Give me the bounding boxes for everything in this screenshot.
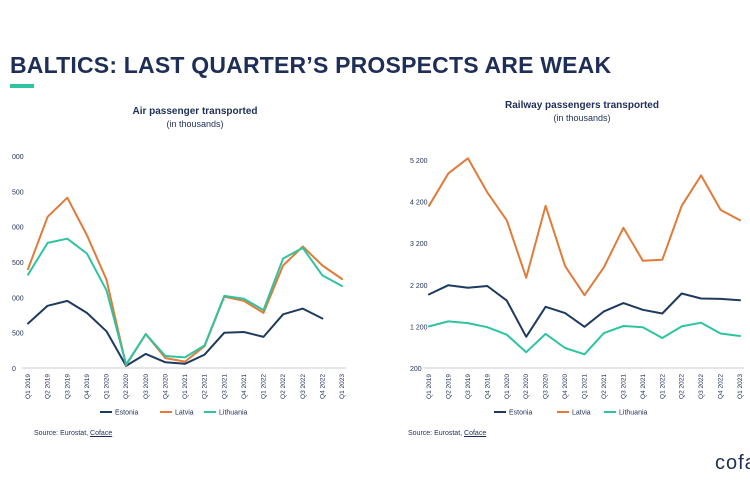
legend-label-lithuania: Lithuania [619,410,648,417]
x-tick-label: Q2 2020 [123,374,130,399]
series-line-latvia [27,196,343,367]
x-tick-label: Q1 2019 [25,374,32,399]
source-link[interactable]: Coface [464,430,487,437]
x-tick-label: Q3 2022 [698,374,705,399]
y-tick-label: 000 [12,225,24,232]
series-line-lithuania [27,237,343,366]
y-tick-label: 200 [410,366,422,373]
chart-title-air: Air passenger transported [132,106,258,117]
x-tick-label: Q2 2021 [202,374,209,399]
y-tick-label: 3 200 [410,241,428,248]
y-tick-label: 2 200 [410,283,428,290]
source-note-rail: Source: Eurostat, Coface [408,430,486,437]
x-tick-label: Q4 2022 [319,374,326,399]
x-tick-label: Q2 2019 [45,374,52,399]
x-tick-label: Q1 2021 [582,374,589,399]
legend-label-latvia: Latvia [175,410,194,417]
y-tick-label: 0 [12,366,16,373]
legend-label-estonia: Estonia [509,410,532,417]
source-link[interactable]: Coface [90,430,113,437]
x-tick-label: Q3 2020 [543,374,550,399]
legend-label-estonia: Estonia [115,410,138,417]
chart-subtitle-rail: (in thousands) [553,113,611,123]
x-tick-label: Q2 2022 [679,374,686,399]
x-tick-label: Q3 2021 [620,374,627,399]
x-tick-label: Q4 2019 [84,374,91,399]
x-tick-label: Q4 2019 [484,374,491,399]
series-line-latvia [428,157,741,297]
series-line-lithuania [428,320,741,356]
x-tick-label: Q1 2020 [504,374,511,399]
x-tick-label: Q1 2021 [182,374,189,399]
x-tick-label: Q4 2022 [718,374,725,399]
y-tick-label: 4 200 [410,200,428,207]
chart-title-rail: Railway passengers transported [505,100,659,111]
x-tick-label: Q1 2022 [261,374,268,399]
x-tick-label: Q1 2019 [426,374,433,399]
x-tick-label: Q3 2019 [465,374,472,399]
x-tick-label: Q3 2021 [221,374,228,399]
chart-subtitle-air: (in thousands) [166,119,224,129]
series-line-estonia [428,284,741,338]
source-note-air: Source: Eurostat, Coface [34,430,112,437]
x-tick-label: Q4 2021 [640,374,647,399]
x-tick-label: Q2 2020 [523,374,530,399]
y-tick-label: 000 [12,154,24,161]
series-line-estonia [27,299,324,367]
y-tick-label: 500 [12,189,24,196]
y-tick-label: 000 [12,295,24,302]
x-tick-label: Q3 2019 [64,374,71,399]
x-tick-label: Q1 2023 [737,374,744,399]
x-tick-label: Q1 2020 [104,374,111,399]
source-prefix: Source: Eurostat, [408,430,465,437]
x-tick-label: Q4 2020 [562,374,569,399]
y-tick-label: 500 [12,260,24,267]
x-tick-label: Q2 2019 [445,374,452,399]
x-tick-label: Q4 2020 [162,374,169,399]
legend-label-lithuania: Lithuania [219,410,248,417]
source-prefix: Source: Eurostat, [34,430,91,437]
x-tick-label: Q2 2022 [280,374,287,399]
coface-logo: cofa [715,452,750,474]
x-tick-label: Q3 2022 [300,374,307,399]
x-tick-label: Q1 2022 [659,374,666,399]
legend-label-latvia: Latvia [572,410,591,417]
x-tick-label: Q3 2020 [143,374,150,399]
y-tick-label: 5 200 [410,158,428,165]
x-tick-label: Q1 2023 [339,374,346,399]
x-tick-label: Q4 2021 [241,374,248,399]
y-tick-label: 500 [12,331,24,338]
y-tick-label: 1 200 [410,324,428,331]
title-accent-bar [10,84,34,88]
page-title: BALTICS: LAST QUARTER’S PROSPECTS ARE WE… [10,52,612,78]
x-tick-label: Q2 2021 [601,374,608,399]
